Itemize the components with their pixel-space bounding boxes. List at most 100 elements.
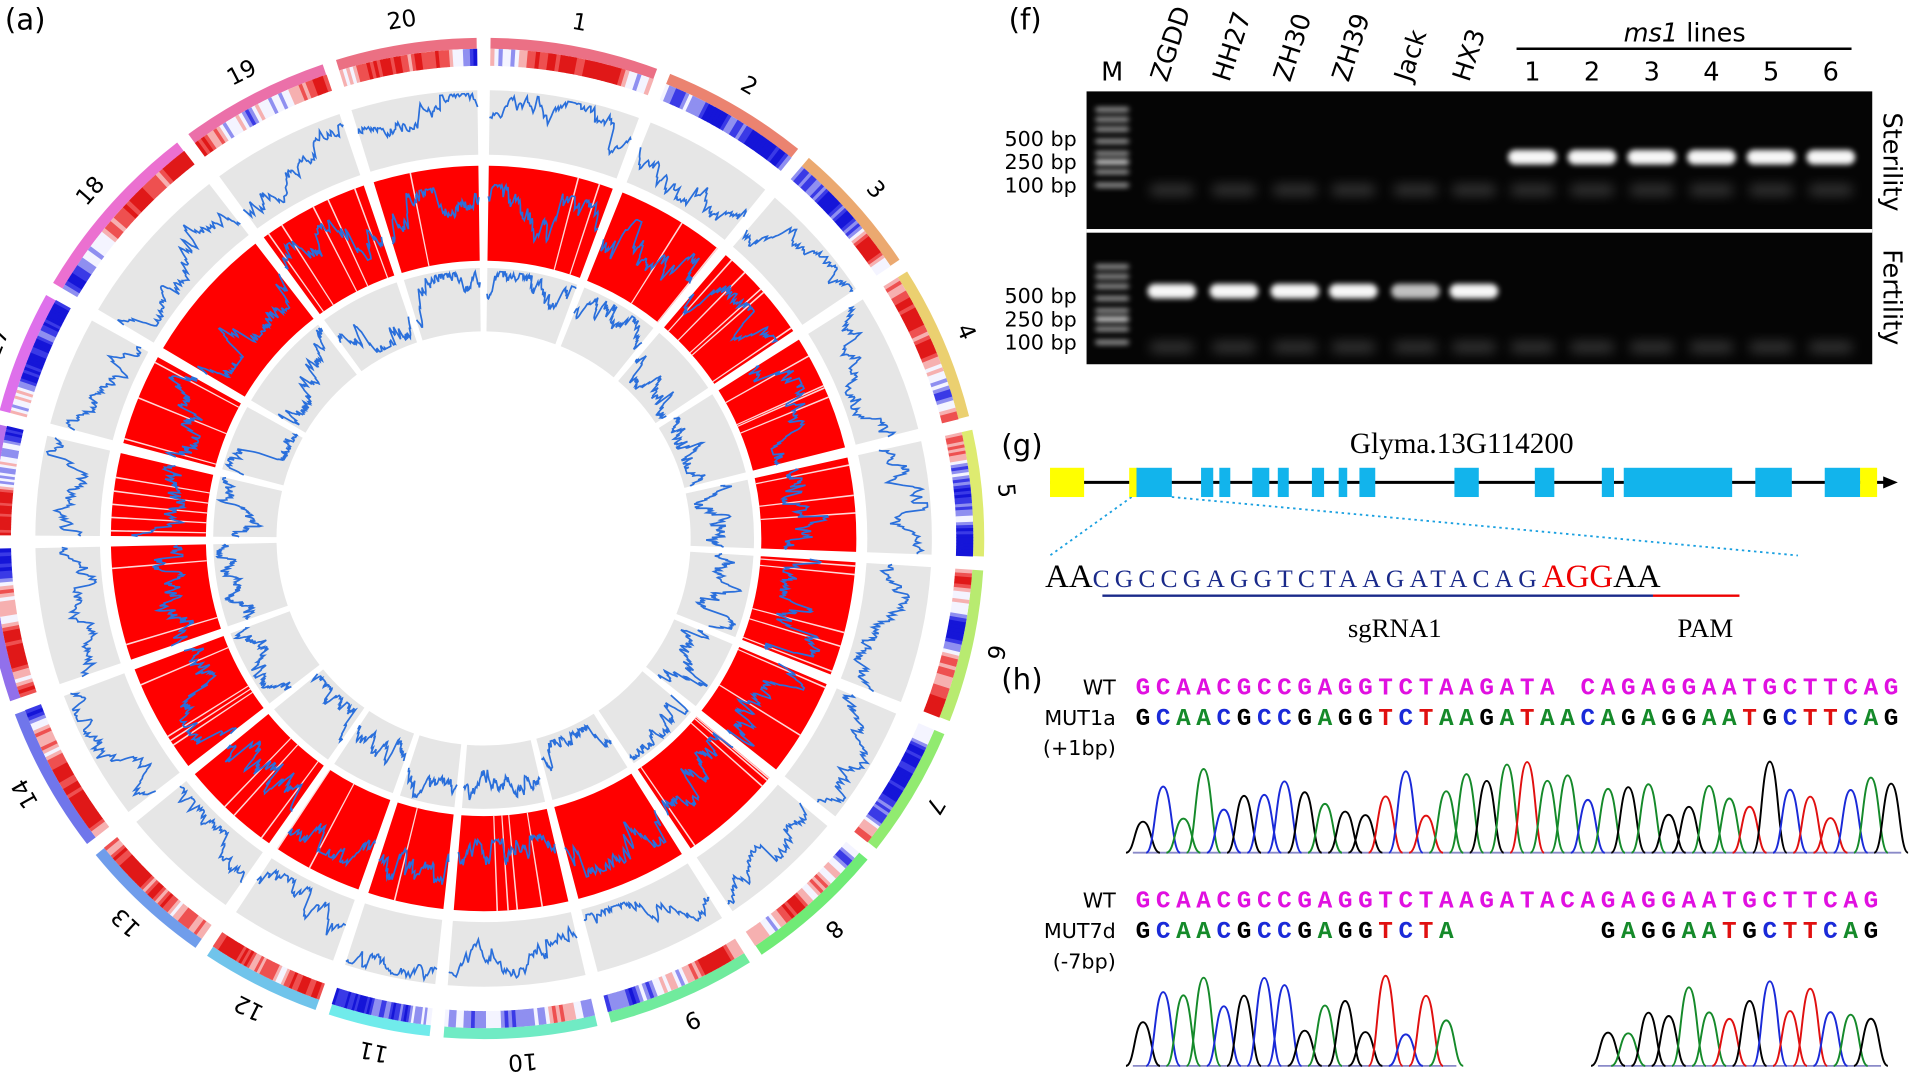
- heatmap-cell: [601, 64, 611, 82]
- track-line: [763, 558, 823, 658]
- heatmap-cell: [950, 605, 969, 612]
- chromosome-label: 14: [7, 774, 44, 812]
- heatmap-cell: [506, 49, 512, 67]
- trace-peak: [1388, 1033, 1424, 1067]
- heatmap-cell: [12, 400, 30, 409]
- track-gap: [759, 564, 855, 576]
- trace-peak: [1833, 1013, 1869, 1067]
- track-gap: [409, 172, 430, 267]
- base: A: [1641, 675, 1656, 702]
- track-inner: [399, 735, 462, 808]
- heatmap-cell: [72, 268, 90, 283]
- heatmap-cell: [74, 264, 92, 279]
- track-gap: [154, 361, 240, 408]
- heatmap-cell: [899, 760, 917, 772]
- heatmap-cell: [154, 888, 169, 904]
- heatmap-cell: [579, 1000, 588, 1018]
- gel-band: [1149, 342, 1194, 353]
- heatmap-cell: [836, 212, 852, 228]
- heatmap-cell: [791, 894, 806, 911]
- base: G: [1237, 675, 1252, 702]
- heatmap-cell: [802, 177, 818, 193]
- trace-peak: [1711, 797, 1747, 854]
- heatmap-cell: [448, 49, 454, 68]
- heatmap-cell: [867, 811, 884, 825]
- base: A: [1176, 889, 1191, 916]
- heatmap-cell: [944, 432, 963, 440]
- heatmap-cell: [936, 400, 955, 409]
- heatmap-cell: [355, 994, 364, 1012]
- base: A: [1682, 889, 1697, 916]
- heatmap-cell: [576, 1001, 584, 1019]
- heatmap-cell: [941, 651, 959, 660]
- heatmap-cell: [37, 733, 55, 745]
- heatmap-cell: [162, 894, 176, 911]
- base: G: [1358, 919, 1373, 946]
- chromosome-band: [14, 710, 96, 845]
- zoom-line: [1171, 496, 1799, 557]
- heatmap-cell: [2, 624, 20, 632]
- trace-peak: [1852, 776, 1889, 854]
- heatmap-cell: [360, 995, 368, 1014]
- heatmap-cell: [706, 953, 719, 971]
- heatmap-cell: [935, 672, 954, 682]
- exon: [1601, 467, 1614, 498]
- heatmap-cell: [597, 63, 607, 81]
- base: T: [1378, 919, 1393, 946]
- track-line: [741, 226, 854, 293]
- heatmap-cell: [322, 74, 333, 93]
- trace-peak: [1327, 810, 1363, 854]
- heatmap-cell: [546, 53, 554, 71]
- lane-label: 3: [1644, 57, 1660, 87]
- heatmap-cell: [589, 61, 598, 79]
- seq-sgrna: CGCCGAGGTCTAAGATACAG: [1093, 564, 1542, 593]
- heatmap-cell: [137, 872, 153, 888]
- heatmap-cell: [919, 349, 937, 360]
- track-gap: [393, 807, 418, 901]
- heatmap-cell: [1, 620, 19, 629]
- track-gap: [752, 608, 845, 634]
- track-red: [554, 773, 682, 899]
- heatmap-cell: [955, 509, 973, 514]
- heatmap-cell: [40, 739, 58, 751]
- base: G: [1237, 889, 1252, 916]
- heatmap-cell: [363, 996, 371, 1014]
- heatmap-cell: [410, 1005, 416, 1024]
- heatmap-cell: [222, 121, 235, 139]
- heatmap-cell: [756, 921, 770, 938]
- heatmap-cell: [956, 528, 974, 532]
- heatmap-cell: [403, 54, 411, 73]
- heatmap-cell: [0, 559, 12, 564]
- heatmap-cell: [2, 444, 20, 452]
- exon: [1534, 467, 1555, 498]
- heatmap-cell: [47, 313, 64, 325]
- heatmap-cell: [709, 951, 722, 969]
- heatmap-cell: [554, 1005, 562, 1023]
- heatmap-cell: [142, 877, 157, 893]
- base: G: [1479, 706, 1494, 733]
- base: A: [1864, 675, 1879, 702]
- heatmap-cell: [281, 90, 292, 109]
- track-outer: [808, 299, 919, 445]
- track-gap: [138, 397, 227, 435]
- track-line: [486, 270, 577, 311]
- heatmap-cell: [908, 324, 926, 336]
- heatmap-cell: [123, 858, 139, 874]
- track-gap: [224, 737, 292, 808]
- heatmap-cell: [874, 263, 891, 276]
- trace-peak: [1408, 814, 1444, 854]
- heatmap-cell: [769, 148, 783, 165]
- heatmap-cell: [248, 107, 260, 125]
- gel-band: [1451, 185, 1496, 195]
- heatmap-cell: [897, 762, 915, 775]
- heatmap-cell: [912, 734, 930, 746]
- base: A: [1439, 919, 1454, 946]
- heatmap-cell: [334, 988, 343, 1006]
- heatmap-cell: [19, 688, 37, 698]
- heatmap-cell: [5, 642, 24, 651]
- base: A: [1580, 889, 1595, 916]
- heatmap-cell: [865, 813, 882, 827]
- heatmap-cell: [910, 328, 928, 340]
- group-label: ms1 lines: [1624, 18, 1746, 48]
- heatmap-cell: [261, 959, 273, 977]
